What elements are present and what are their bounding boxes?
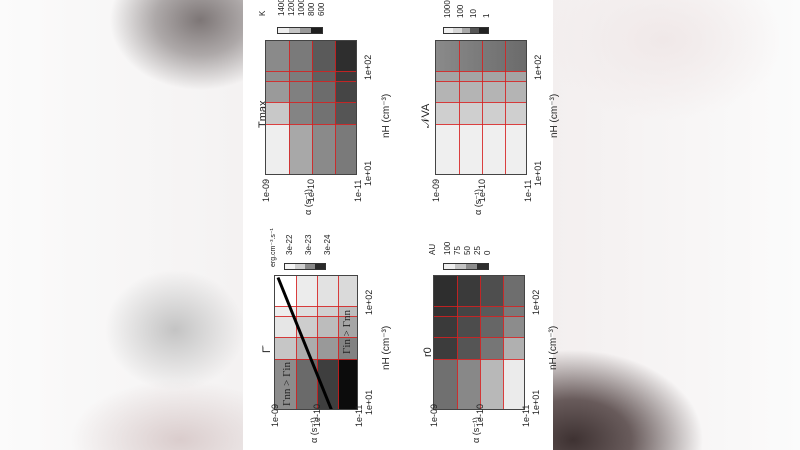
y-tick-label: 1e-11 xyxy=(521,404,531,427)
colorbar-tick: 0 xyxy=(483,250,492,255)
x-tick-label: 1e+02 xyxy=(531,289,541,315)
heatmap-plot-area: Γnn > Γin Γin > Γnn xyxy=(274,275,358,410)
y-tick-label: 1e-09 xyxy=(261,178,271,202)
y-tick-label: 1e-11 xyxy=(523,179,533,202)
y-tick-label: 1e-11 xyxy=(354,404,364,427)
y-tick-label: 1e-11 xyxy=(353,179,363,202)
x-axis-label: nH (cm⁻³) xyxy=(381,93,392,138)
y-axis-label: α (s⁻¹) xyxy=(471,417,481,443)
colorbar-unit: K xyxy=(258,10,267,16)
figure-canvas: Tmax xyxy=(243,0,560,450)
colorbar-tick: 800 xyxy=(307,2,316,16)
colorbar-tick: 100 xyxy=(443,241,452,255)
colorbar xyxy=(277,27,323,34)
colorbar-tick: 3e-24 xyxy=(323,234,332,255)
panel-tmax: Tmax xyxy=(243,0,398,225)
heatmap-plot-area xyxy=(265,40,357,175)
colorbar-tick: 1200 xyxy=(287,0,296,16)
colorbar-unit: erg.cm⁻³.s⁻¹ xyxy=(270,228,277,267)
panel-r0: r0 xyxy=(398,225,559,450)
colorbar-tick: 1000 xyxy=(297,0,306,16)
y-tick-label: 1e-09 xyxy=(429,403,439,427)
region-label: Γnn > Γin xyxy=(281,362,293,406)
colorbar-tick: 10 xyxy=(469,9,478,18)
colorbar-tick: 75 xyxy=(453,246,462,255)
colorbar-tick: 600 xyxy=(317,2,326,16)
colorbar-unit: AU xyxy=(428,243,437,255)
x-tick-label: 1e+02 xyxy=(364,289,374,315)
heatmap-plot-area xyxy=(435,40,527,175)
y-tick-label: 1e-09 xyxy=(431,178,441,202)
colorbar-tick: 1 xyxy=(482,13,491,18)
colorbar xyxy=(443,27,489,34)
x-tick-label: 1e+02 xyxy=(533,54,543,80)
region-label: Γin > Γnn xyxy=(341,310,353,354)
colorbar-tick: 50 xyxy=(463,246,472,255)
y-axis-label: α (s⁻¹) xyxy=(309,417,319,443)
colorbar-tick: 25 xyxy=(473,246,482,255)
x-axis-label: nH (cm⁻³) xyxy=(549,93,560,138)
x-tick-label: 1e+01 xyxy=(363,160,373,186)
x-tick-label: 1e+01 xyxy=(533,160,543,186)
background-left xyxy=(0,0,243,450)
x-tick-label: 1e+01 xyxy=(364,389,374,415)
y-axis-label: α (s⁻¹) xyxy=(303,189,313,215)
x-axis-label: nH (cm⁻³) xyxy=(548,325,559,370)
heatmap-plot-area xyxy=(433,275,525,410)
colorbar-tick: 100 xyxy=(456,4,465,18)
colorbar-tick: 3e-23 xyxy=(304,234,313,255)
panel-nva: 𝒩VA 1e-09 1e-10 1e-11 α (s⁻¹) 1e+01 1e+0… xyxy=(398,0,560,225)
colorbar-tick: 1000 xyxy=(443,0,452,18)
x-axis-label: nH (cm⁻³) xyxy=(381,325,392,370)
y-tick-label: 1e-09 xyxy=(270,403,280,427)
x-tick-label: 1e+02 xyxy=(363,54,373,80)
y-axis-label: α (s⁻¹) xyxy=(473,189,483,215)
background-right xyxy=(553,0,800,450)
panel-title: Γ̄ xyxy=(261,346,273,353)
colorbar-tick: 3e-22 xyxy=(285,234,294,255)
colorbar xyxy=(284,263,326,270)
colorbar-tick: 1400 xyxy=(277,0,286,16)
colorbar xyxy=(443,263,489,270)
panel-title: 𝒩VA xyxy=(420,103,432,128)
x-tick-label: 1e+01 xyxy=(531,389,541,415)
panel-gamma: Γ̄ xyxy=(243,225,398,450)
